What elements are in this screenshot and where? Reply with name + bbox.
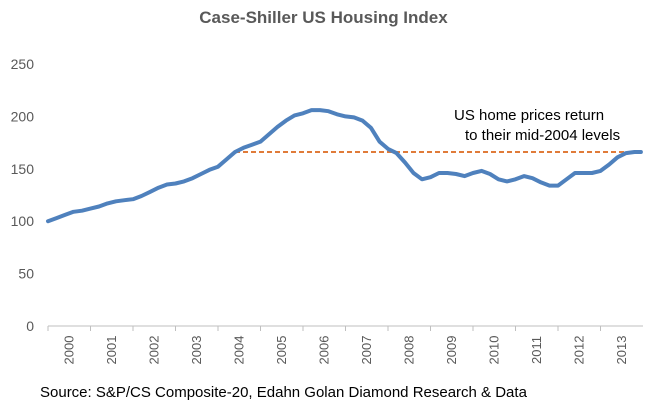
x-tick-label: 2003 — [189, 336, 204, 365]
y-tick-label: 200 — [11, 108, 35, 124]
x-tick-label: 2004 — [231, 336, 246, 365]
x-tick-label: 2009 — [444, 336, 459, 365]
y-tick-label: 100 — [11, 213, 35, 229]
annotation-line-2: to their mid-2004 levels — [465, 127, 620, 144]
y-tick-label: 150 — [11, 161, 35, 177]
x-tick-label: 2000 — [61, 336, 76, 365]
series-line — [46, 108, 643, 224]
x-tick-label: 2011 — [529, 336, 544, 364]
x-tick-label: 2010 — [486, 336, 501, 365]
chart-source: Source: S&P/CS Composite-20, Edahn Golan… — [40, 384, 527, 401]
x-tick-label: 2012 — [571, 336, 586, 365]
x-tick-label: 2006 — [316, 336, 331, 365]
x-tick-label: 2005 — [274, 336, 289, 365]
x-tick-label: 2013 — [614, 336, 629, 365]
y-tick-label: 250 — [11, 56, 35, 72]
annotation-line-1: US home prices return — [454, 107, 604, 124]
y-tick-label: 0 — [26, 318, 34, 334]
x-tick-label: 2002 — [146, 336, 161, 365]
x-tick-label: 2008 — [401, 336, 416, 365]
chart-title: Case-Shiller US Housing Index — [199, 8, 448, 27]
x-tick-label: 2001 — [104, 336, 119, 365]
y-tick-label: 50 — [18, 266, 34, 282]
x-tick-label: 2007 — [359, 336, 374, 365]
